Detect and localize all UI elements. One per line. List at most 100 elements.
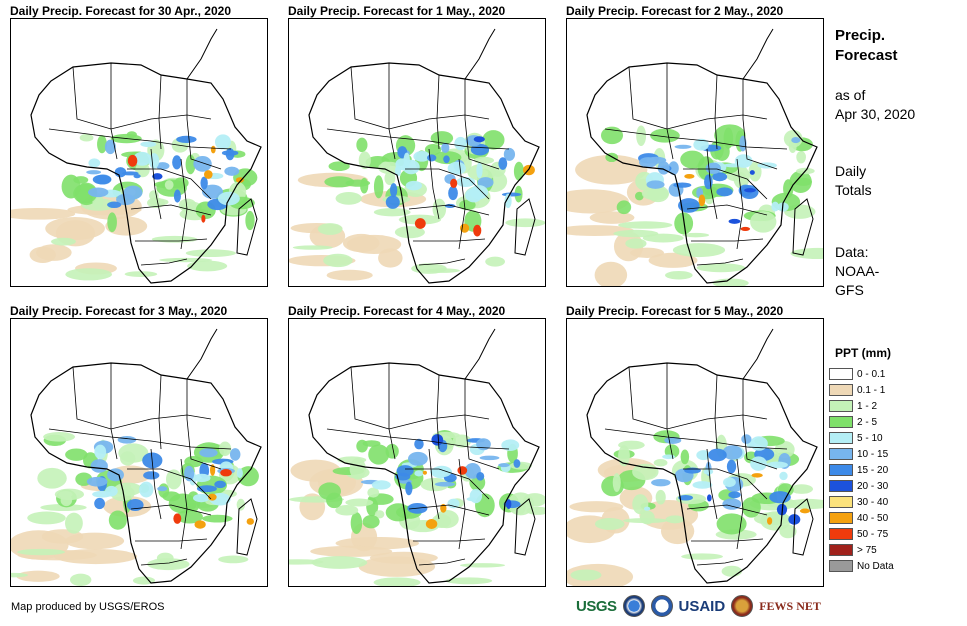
rain-area [651,478,671,487]
country-border [464,379,500,470]
rain-area [358,151,371,170]
rain-area [362,515,380,529]
rain-area [470,143,490,156]
coastline [30,62,262,284]
rain-area [328,161,350,172]
country-border [458,158,466,250]
legend-swatch [829,544,853,556]
heavy-rain-spot [220,468,232,477]
country-border [436,74,440,150]
data-source: Data: NOAA- GFS [835,243,879,300]
country-border [604,128,788,150]
light-rain-area [696,263,746,273]
legend-swatch [829,432,853,444]
country-border [110,63,118,160]
rain-area [662,454,676,460]
country-border [140,558,188,566]
usgs-logo: USGS [576,597,617,615]
dry-area [567,189,629,214]
logo-strip: USGS USAID FEWS NET [576,595,821,617]
rain-area [503,147,516,161]
rain-area [501,439,520,451]
light-rain-area [373,208,411,217]
country-border [326,128,510,150]
rain-area [594,518,625,530]
data-line: Data: [835,244,869,260]
country-border [691,238,764,242]
light-rain-area [51,237,76,246]
madagascar-outline [792,198,814,256]
heavy-rain-spot [706,494,712,502]
rain-area [769,491,791,504]
light-rain-area [124,271,158,277]
rain-area [135,162,150,178]
coastline [30,362,262,584]
rain-area [643,506,651,511]
legend-label: 15 - 20 [857,464,889,476]
rain-area [726,459,737,474]
legend-swatch [829,368,853,380]
country-border [158,74,162,150]
rain-area [202,514,233,523]
rain-area [498,157,508,170]
coastline [586,62,818,284]
country-border [714,74,718,150]
rain-area [635,191,644,201]
rain-area [403,152,410,167]
legend-swatch [829,464,853,476]
rain-area [722,445,743,460]
rain-area [58,490,73,498]
fews-globe-icon [731,595,754,617]
country-border [413,538,486,542]
country-border [405,468,490,500]
rain-area [779,471,788,481]
light-rain-area [485,256,505,267]
rain-area [673,182,692,188]
coastline [742,328,774,380]
coastline [186,28,218,80]
fews-net-logo: FEWS NET [759,598,821,613]
rain-area [447,161,466,175]
coastline [586,362,818,584]
heavy-rain-spot [194,520,206,529]
rain-area [120,451,136,466]
rain-area [760,511,791,531]
dry-area [290,459,341,482]
rain-area [426,154,437,162]
daily-line: Daily [835,163,867,179]
rain-area [414,438,424,450]
precip-map [566,318,824,587]
heavy-rain-spot [208,493,217,501]
rain-area [405,180,422,191]
legend-label: 0.1 - 1 [857,384,886,396]
country-border [683,468,768,500]
legend-label: 20 - 30 [857,480,889,492]
rain-area [335,192,362,205]
country-border [48,128,232,150]
forecast-panel-1: Daily Precip. Forecast for 30 Apr., 2020 [10,4,268,293]
rain-area [684,467,701,474]
rain-area [705,162,722,174]
rain-area [443,155,450,164]
rain-area [448,186,458,201]
light-rain-area [712,278,749,286]
rain-area [229,448,241,461]
rain-area [394,165,402,177]
rain-area [653,458,668,467]
light-rain-area [373,577,421,586]
data-line: NOAA- [835,263,880,279]
light-rain-area [218,555,249,564]
dry-area [378,248,403,268]
light-rain-area [69,573,92,586]
rain-area [225,147,235,161]
rain-area [371,480,391,490]
light-rain-area [505,218,545,228]
rain-area [324,176,355,188]
rain-area [501,192,522,197]
legend-label: 50 - 75 [857,528,889,540]
light-rain-area [40,503,87,512]
rain-area [385,195,400,209]
light-rain-area [394,226,425,239]
country-border [691,538,764,542]
country-border [706,148,718,220]
